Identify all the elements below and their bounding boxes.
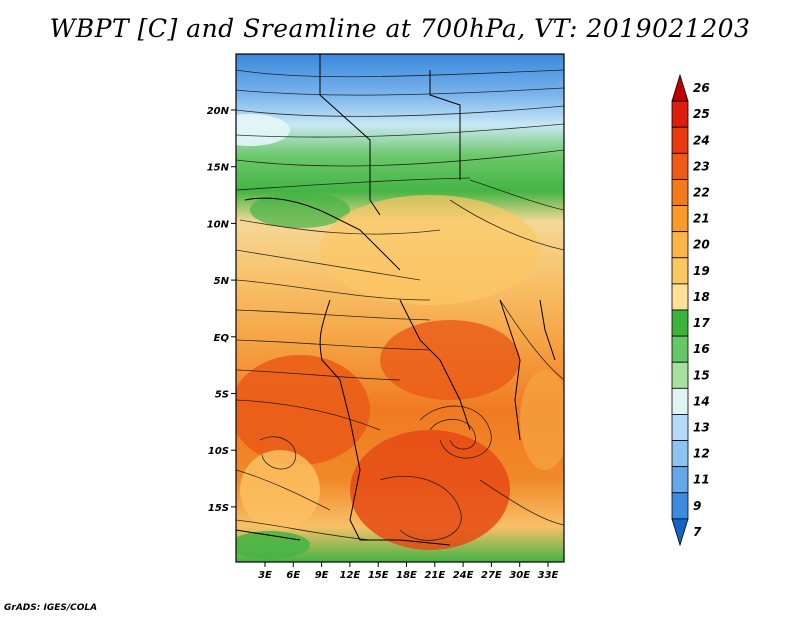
colorbar-label: 23 [693, 159, 710, 173]
colorbar-swatch [671, 414, 689, 441]
colorbar-label: 14 [693, 394, 710, 408]
colorbar-label: 18 [693, 290, 710, 304]
longitude-axis: 3E 6E 9E 12E 15E 18E 21E 24E 27E 30E 33E [258, 562, 559, 581]
lat-tick-label: 15N [207, 163, 230, 174]
colorbar-swatch [671, 466, 689, 494]
lat-tick-label: 15S [208, 503, 229, 514]
lat-tick-label: 20N [207, 106, 230, 117]
colorbar-label: 26 [693, 81, 710, 95]
colorbar-label: 17 [693, 316, 710, 330]
colorbar-swatch [671, 492, 689, 520]
lon-tick-label: 27E [481, 570, 502, 581]
colorbar-swatch [671, 179, 689, 206]
lat-tick-label: 10N [207, 219, 230, 230]
colorbar-swatch [671, 231, 689, 259]
colorbar-swatch [671, 361, 689, 389]
colorbar-swatch [671, 309, 689, 337]
lon-tick-label: 18E [396, 570, 417, 581]
map-panel [235, 53, 565, 563]
lat-tick-label: 5N [214, 276, 230, 287]
colorbar-label: 24 [693, 133, 710, 147]
country-borders [236, 54, 556, 546]
colorbar-swatch [671, 518, 689, 547]
colorbar-swatch [671, 387, 689, 415]
colorbar-swatch [671, 126, 689, 154]
lon-tick-label: 12E [340, 570, 361, 581]
colorbar-label: 19 [693, 264, 710, 278]
lon-tick-label: 6E [286, 570, 300, 581]
colorbar-swatch [671, 73, 689, 102]
colorbar-label: 16 [693, 342, 710, 356]
colorbar-label: 22 [693, 186, 710, 200]
colorbar-swatch [671, 205, 689, 233]
latitude-axis: 20N 15N 10N 5N EQ 5S 10S 15S [207, 106, 236, 514]
lon-tick-label: 30E [509, 570, 530, 581]
credit-text: GrADS: IGES/COLA [4, 603, 98, 613]
lon-tick-label: 21E [424, 570, 445, 581]
colorbar-label: 9 [693, 499, 701, 513]
lon-tick-label: 3E [258, 570, 272, 581]
lon-tick-label: 15E [368, 570, 389, 581]
colorbar-label: 21 [693, 212, 710, 226]
colorbar-swatch [671, 440, 689, 468]
streamlines [236, 69, 564, 541]
lon-tick-label: 24E [453, 570, 474, 581]
chart-title: WBPT [C] and Sreamline at 700hPa, VT: 20… [49, 14, 751, 43]
colorbar-swatch [671, 257, 689, 285]
lat-tick-label: EQ [214, 333, 230, 344]
colorbar-swatch [671, 152, 689, 180]
colorbar: 26 25 24 23 22 21 20 19 18 17 16 15 14 13 12 11 9 7 [671, 73, 710, 547]
colorbar-swatch [671, 335, 689, 363]
lat-tick-label: 10S [208, 446, 229, 457]
colorbar-label: 7 [693, 525, 702, 539]
colorbar-label: 13 [693, 421, 710, 435]
lat-tick-label: 5S [215, 390, 229, 401]
colorbar-swatch [671, 100, 689, 128]
colorbar-label: 25 [693, 107, 710, 121]
colorbar-label: 20 [693, 238, 710, 252]
colorbar-label: 11 [693, 473, 710, 487]
colorbar-label: 12 [693, 447, 710, 461]
colorbar-label: 15 [693, 368, 710, 382]
colorbar-swatch [671, 283, 689, 311]
lon-tick-label: 33E [538, 570, 559, 581]
lon-tick-label: 9E [315, 570, 329, 581]
